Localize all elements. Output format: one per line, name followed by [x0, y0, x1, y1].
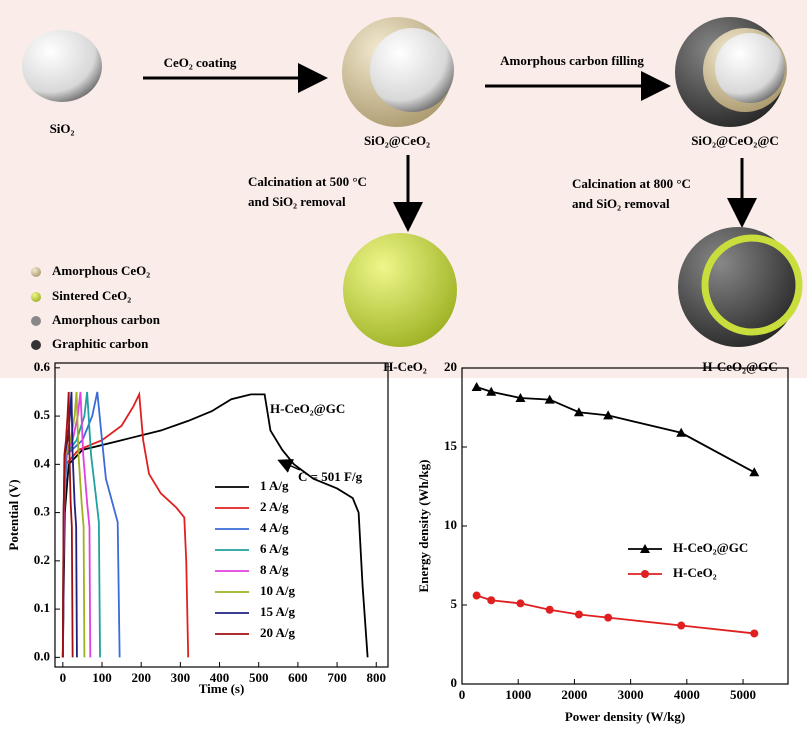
legend-label: H-CeO₂ — [673, 565, 717, 580]
legend-dot — [31, 292, 41, 302]
label: Calcination at 800 °C — [572, 176, 691, 191]
y-tick-label: 0.6 — [34, 359, 51, 374]
y-tick-label: 15 — [444, 438, 458, 453]
annotation: H-CeO₂@GC — [270, 401, 345, 416]
x-tick-label: 5000 — [730, 687, 756, 702]
label: Amorphous carbon filling — [500, 53, 644, 68]
legend-label: 2 A/g — [260, 499, 289, 514]
legend-label: 8 A/g — [260, 562, 289, 577]
x-tick-label: 600 — [288, 670, 308, 685]
marker — [516, 599, 524, 607]
label: H-CeO₂@GC — [702, 359, 777, 374]
annotation: C = 501 F/g — [298, 469, 363, 484]
y-tick-label: 0.2 — [34, 552, 50, 567]
legend-label: 4 A/g — [260, 520, 289, 535]
marker — [641, 570, 649, 578]
x-tick-label: 1000 — [505, 687, 531, 702]
legend-label: 1 A/g — [260, 478, 289, 493]
legend-label: 15 A/g — [260, 604, 296, 619]
marker — [604, 614, 612, 622]
x-tick-label: 700 — [327, 670, 347, 685]
sphere — [370, 28, 454, 112]
legend-dot — [31, 267, 41, 277]
label: CeO₂ coating — [164, 55, 237, 70]
marker — [473, 592, 481, 600]
legend-label: Graphitic carbon — [52, 336, 149, 351]
series-line — [63, 394, 368, 657]
marker — [575, 610, 583, 618]
sphere — [22, 30, 102, 102]
legend-dot — [31, 340, 41, 350]
marker — [677, 622, 685, 630]
legend-label: H-CeO₂@GC — [673, 540, 748, 555]
legend-label: Amorphous carbon — [52, 312, 161, 327]
y-tick-label: 5 — [451, 596, 458, 611]
plot-frame — [462, 368, 788, 684]
sphere — [343, 233, 457, 347]
label: SiO₂@CeO₂@C — [691, 133, 779, 148]
label: SiO₂ — [50, 121, 75, 136]
x-tick-label: 3000 — [618, 687, 644, 702]
x-tick-label: 800 — [366, 670, 386, 685]
y-tick-label: 20 — [444, 359, 457, 374]
y-tick-label: 10 — [444, 517, 457, 532]
x-tick-label: 2000 — [561, 687, 587, 702]
label: and SiO₂ removal — [572, 196, 670, 211]
legend-label: Amorphous CeO₂ — [52, 263, 150, 278]
y-tick-label: 0 — [451, 675, 458, 690]
label: and SiO₂ removal — [248, 194, 346, 209]
y-tick-label: 0.5 — [34, 407, 51, 422]
legend-dot — [31, 316, 41, 326]
y-tick-label: 0.1 — [34, 600, 50, 615]
label: H-CeO₂ — [383, 359, 427, 374]
x-tick-label: 200 — [131, 670, 151, 685]
legend-label: 6 A/g — [260, 541, 289, 556]
legend-label: 10 A/g — [260, 583, 296, 598]
marker — [749, 467, 759, 476]
figure: SiO₂ CeO₂ coating SiO₂@CeO₂ Amorphous ca… — [0, 0, 807, 731]
marker — [546, 606, 554, 614]
y-axis-label: Energy density (Wh/kg) — [416, 460, 431, 593]
marker — [750, 629, 758, 637]
y-tick-label: 0.0 — [34, 648, 50, 663]
legend-label: 20 A/g — [260, 625, 296, 640]
marker — [472, 382, 482, 391]
x-axis-label: Time (s) — [199, 681, 245, 696]
x-axis-label: Power density (W/kg) — [565, 709, 685, 724]
x-tick-label: 4000 — [674, 687, 700, 702]
marker — [487, 596, 495, 604]
y-axis-label: Potential (V) — [6, 479, 21, 550]
x-tick-label: 500 — [249, 670, 269, 685]
x-tick-label: 100 — [92, 670, 112, 685]
x-tick-label: 300 — [171, 670, 191, 685]
y-tick-label: 0.4 — [34, 455, 51, 470]
x-tick-label: 0 — [459, 687, 466, 702]
sphere — [715, 33, 785, 103]
legend-label: Sintered CeO₂ — [52, 288, 131, 303]
label: Calcination at 500 °C — [248, 174, 367, 189]
label: SiO₂@CeO₂ — [364, 133, 430, 148]
y-tick-label: 0.3 — [34, 504, 51, 519]
x-tick-label: 0 — [60, 670, 67, 685]
